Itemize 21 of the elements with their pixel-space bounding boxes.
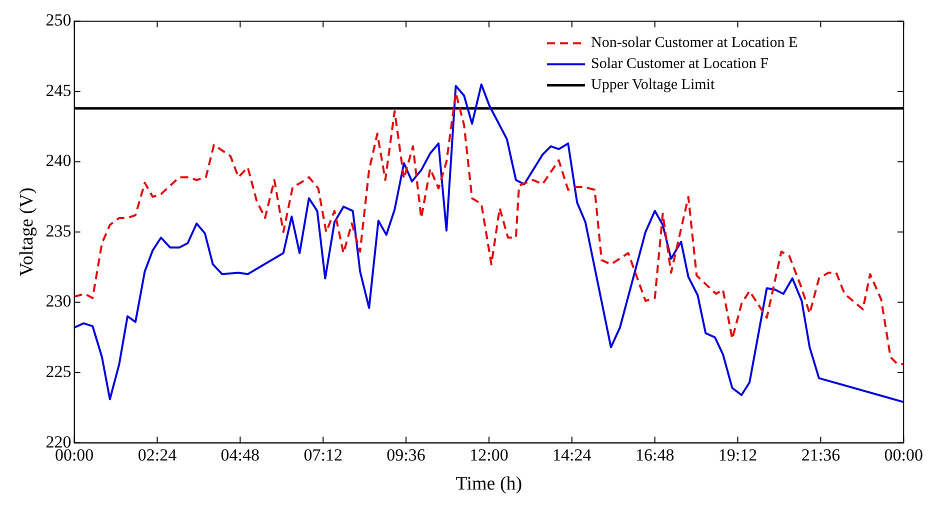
x-axis-title: Time (h) xyxy=(456,474,522,495)
x-tick-label: 12:00 xyxy=(470,445,508,464)
y-tick-label: 250 xyxy=(46,10,72,30)
legend-label: Solar Customer at Location F xyxy=(591,56,769,72)
y-tick-label: 225 xyxy=(46,362,72,381)
y-tick-label: 235 xyxy=(46,221,72,240)
x-tick-label: 19:12 xyxy=(718,445,758,464)
x-tick-label: 02:24 xyxy=(138,445,178,464)
x-tick-label: 04:48 xyxy=(220,445,260,464)
x-tick-label: 07:12 xyxy=(304,445,342,464)
x-tick-label: 00:00 xyxy=(884,445,924,464)
x-tick-label: 14:24 xyxy=(552,445,592,464)
legend-label: Non-solar Customer at Location E xyxy=(591,35,798,52)
x-tick-label: 21:36 xyxy=(801,445,840,464)
legend-label: Upper Voltage Limit xyxy=(591,77,716,94)
x-tick-label: 16:48 xyxy=(635,445,674,464)
y-axis-title: Voltage (V) xyxy=(16,188,38,276)
y-tick-label: 240 xyxy=(46,151,72,170)
y-tick-label: 245 xyxy=(46,80,72,100)
x-tick-label: 09:36 xyxy=(386,445,426,464)
y-tick-label: 230 xyxy=(46,292,72,311)
